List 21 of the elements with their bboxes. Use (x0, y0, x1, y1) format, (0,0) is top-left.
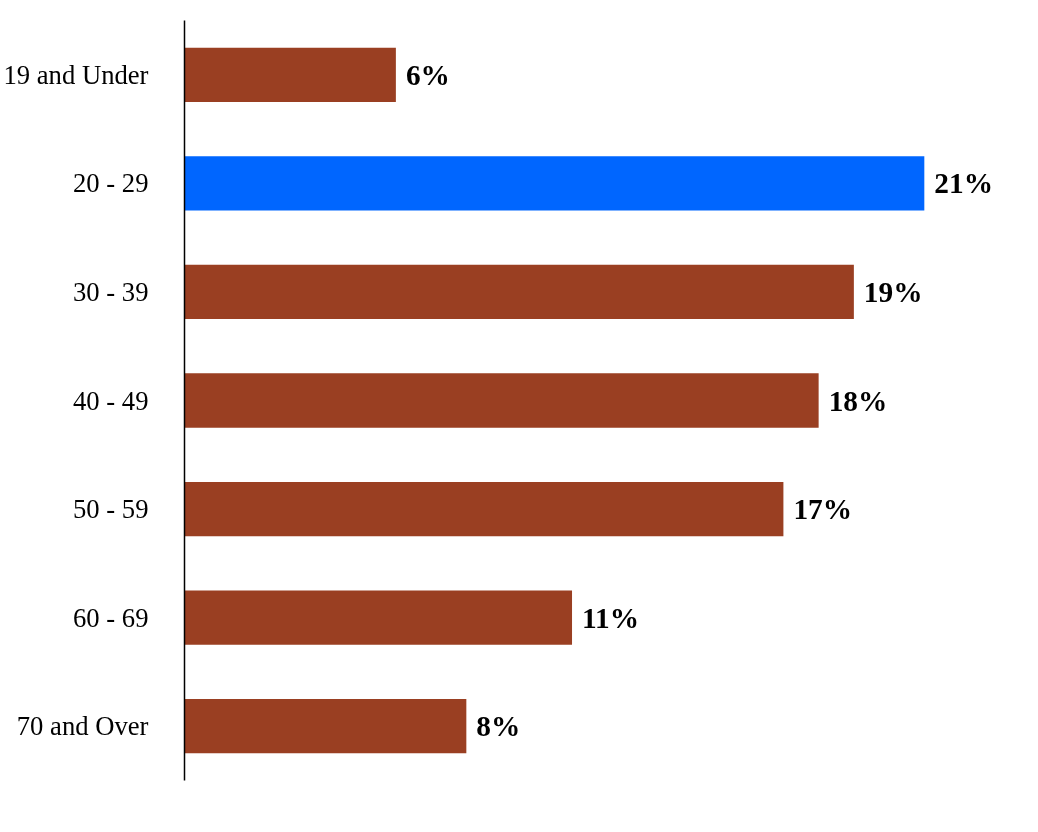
y-tick-label: 19 and Under (3, 59, 149, 90)
y-tick-label: 70 and Over (16, 711, 149, 742)
y-tick-label: 60 - 69 (72, 602, 149, 633)
y-tick-label: 40 - 49 (72, 385, 149, 416)
data-label: 11% (582, 601, 640, 634)
data-label: 6% (405, 58, 450, 91)
bar (184, 373, 819, 428)
data-label: 18% (828, 384, 888, 417)
y-tick-label: 20 - 29 (72, 168, 149, 199)
bar (184, 481, 784, 537)
data-label: 19% (863, 275, 923, 308)
bar (184, 47, 396, 102)
y-tick-label: 50 - 59 (72, 494, 149, 525)
data-label: 21% (934, 167, 993, 200)
data-label: 17% (793, 493, 853, 526)
data-label: 8% (476, 710, 521, 743)
y-tick-label: 30 - 39 (72, 276, 149, 307)
bar (184, 264, 854, 320)
bar (184, 156, 925, 211)
bar (184, 699, 467, 754)
bar (184, 590, 573, 645)
